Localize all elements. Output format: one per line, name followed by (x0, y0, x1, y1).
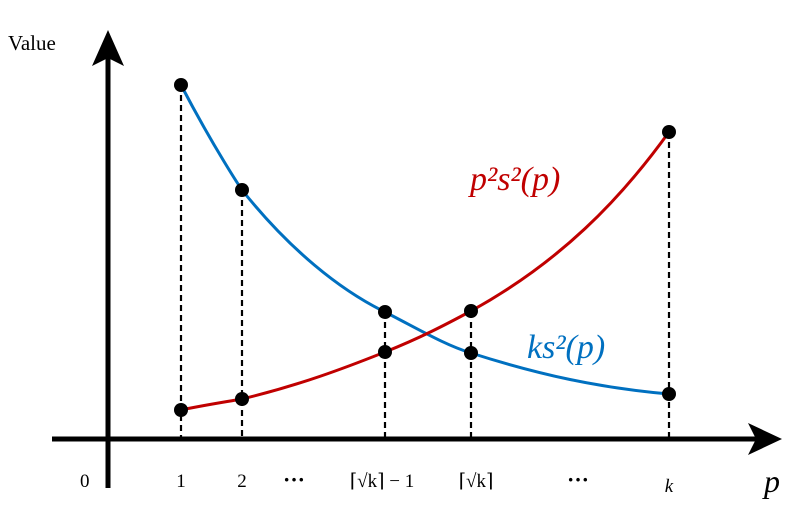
x-axis-arrowhead (748, 423, 782, 455)
point-red-sqrt (464, 304, 478, 318)
point-red-k (662, 125, 676, 139)
point-blue-sqrt (464, 346, 478, 360)
tick-label-sqrt-minus-1: ⌈√k⌉ − 1 (350, 471, 414, 492)
axes (52, 30, 782, 488)
point-red-sqrtm1 (378, 345, 392, 359)
blue-curve-label: ks²(p) (527, 329, 605, 366)
tick-label-k: k (665, 476, 674, 497)
points (174, 78, 676, 417)
red-curve (180, 131, 671, 412)
y-axis-arrowhead (92, 30, 124, 66)
tick-label-dots-2: ··· (567, 467, 589, 492)
tick-label-1: 1 (176, 471, 186, 492)
x-axis-label: p (762, 463, 780, 499)
origin-label: 0 (80, 471, 90, 492)
y-axis-label: Value (8, 31, 56, 55)
point-blue-2 (235, 183, 249, 197)
tick-label-dots-1: ··· (283, 467, 305, 492)
point-blue-1 (174, 78, 188, 92)
point-blue-sqrtm1 (378, 305, 392, 319)
point-blue-k (662, 387, 676, 401)
tick-label-2: 2 (237, 471, 247, 492)
point-red-2 (235, 392, 249, 406)
tick-label-sqrt: ⌈√k⌉ (459, 471, 494, 492)
point-red-1 (174, 403, 188, 417)
red-curve-label: p²s²(p) (468, 161, 560, 198)
